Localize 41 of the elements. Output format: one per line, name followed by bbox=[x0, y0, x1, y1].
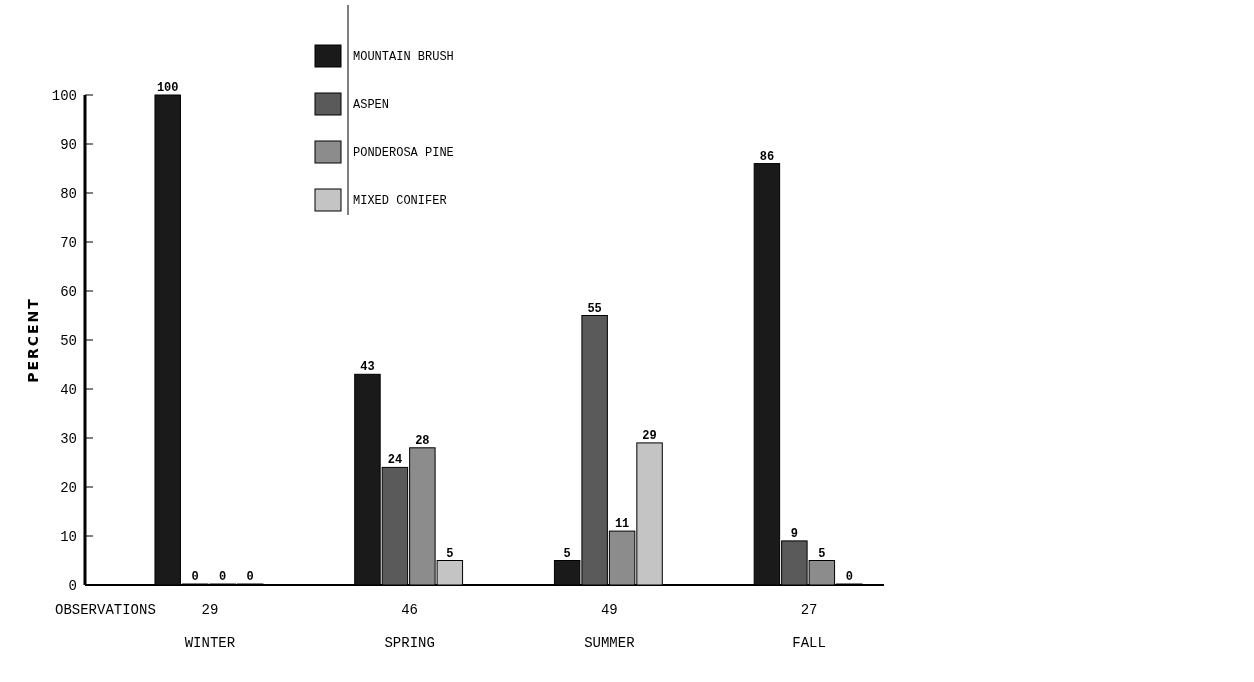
y-tick-label: 20 bbox=[60, 479, 77, 496]
data-label: 86 bbox=[759, 149, 775, 164]
data-label: 24 bbox=[387, 453, 403, 468]
y-tick-label: 80 bbox=[60, 185, 77, 202]
y-tick-label: 0 bbox=[68, 577, 77, 594]
x-tick-label: SPRING bbox=[384, 635, 435, 651]
legend-label: ASPEN bbox=[353, 98, 390, 113]
y-tick-label: 30 bbox=[60, 430, 77, 447]
legend-label: MOUNTAIN BRUSH bbox=[353, 50, 454, 65]
data-label: 55 bbox=[587, 301, 602, 316]
data-label: 5 bbox=[446, 546, 454, 561]
y-tick-label: 100 bbox=[51, 87, 77, 104]
data-label: 29 bbox=[642, 428, 657, 443]
data-label: 5 bbox=[818, 546, 826, 561]
legend-label: PONDEROSA PINE bbox=[353, 146, 454, 161]
y-axis-title: PERCENT bbox=[25, 297, 41, 383]
y-tick-label: 90 bbox=[60, 136, 77, 153]
text: 49 bbox=[600, 602, 618, 618]
data-label: 9 bbox=[790, 526, 798, 541]
x-tick-label: FALL bbox=[792, 635, 826, 651]
y-tick-label: 70 bbox=[60, 234, 77, 251]
y-tick-label: 10 bbox=[60, 528, 77, 545]
y-tick-label: 60 bbox=[60, 283, 77, 300]
data-label: 0 bbox=[246, 570, 254, 584]
data-label: 28 bbox=[415, 433, 430, 448]
y-tick-label: 50 bbox=[60, 332, 77, 349]
text: 29 bbox=[201, 602, 219, 618]
text: OBSERVATIONS bbox=[55, 602, 156, 618]
data-label: 11 bbox=[614, 517, 630, 532]
data-label: 0 bbox=[219, 570, 227, 584]
legend-label: MIXED CONIFER bbox=[353, 194, 447, 209]
data-label: 0 bbox=[191, 570, 199, 584]
x-tick-label: SUMMER bbox=[584, 635, 636, 651]
y-tick-label: 40 bbox=[60, 381, 77, 398]
text: 27 bbox=[800, 602, 818, 618]
data-label: 0 bbox=[845, 570, 853, 584]
data-label: 43 bbox=[360, 360, 375, 375]
data-label: 100 bbox=[156, 81, 179, 95]
x-tick-label: WINTER bbox=[184, 635, 236, 651]
data-label: 5 bbox=[563, 546, 571, 561]
text: 46 bbox=[401, 602, 419, 618]
